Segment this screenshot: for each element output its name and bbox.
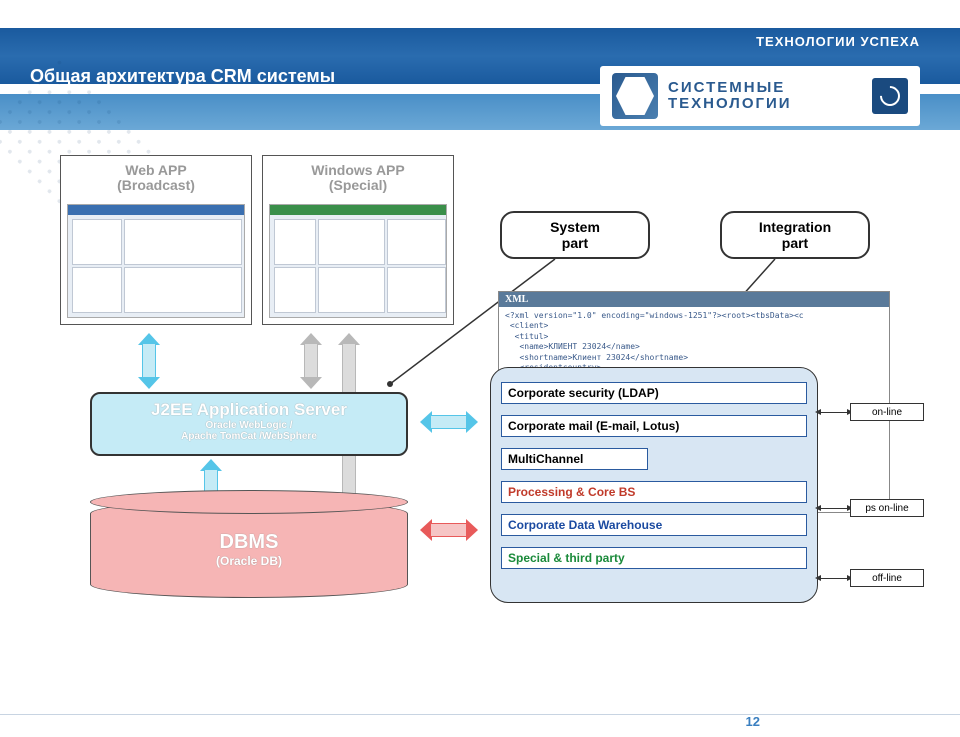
arrow-dbms-to-integration: [420, 519, 478, 541]
dbms-title: DBMS: [220, 531, 279, 554]
web-app-subtitle: (Broadcast): [61, 178, 251, 193]
logo-line2: ТЕХНОЛОГИИ: [668, 96, 792, 113]
integration-item-warehouse: Corporate Data Warehouse: [501, 514, 807, 536]
integration-part-label: Integration part: [759, 219, 831, 251]
mode-connector-offline: [820, 578, 848, 579]
company-logo: СИСТЕМНЫЕ ТЕХНОЛОГИИ: [600, 66, 920, 126]
logo-mark-icon: [612, 73, 658, 119]
mode-connector-online: [820, 412, 848, 413]
integration-part-callout: Integration part: [720, 211, 870, 259]
windows-app-header: Windows APP (Special): [263, 156, 453, 200]
j2ee-title: J2EE Application Server: [92, 400, 406, 420]
slide-title: Общая архитектура CRM системы: [30, 66, 335, 87]
footer-divider: [0, 714, 960, 715]
integration-item-processing: Processing & Core BS: [501, 481, 807, 503]
web-app-title: Web APP: [61, 163, 251, 178]
arrow-j2ee-to-integration: [420, 411, 478, 433]
mode-online: on-line: [850, 403, 924, 421]
dbms-cylinder: DBMS (Oracle DB): [90, 500, 408, 598]
web-app-box: Web APP (Broadcast): [60, 155, 252, 325]
logo-badge-icon: [872, 78, 908, 114]
mode-ps-online: ps on-line: [850, 499, 924, 517]
slide-header: ТЕХНОЛОГИИ УСПЕХА СИСТЕМНЫЕ ТЕХНОЛОГИИ О…: [0, 0, 960, 140]
integration-item-ldap: Corporate security (LDAP): [501, 382, 807, 404]
logo-line1: СИСТЕМНЫЕ: [668, 80, 792, 97]
page-number: 12: [746, 714, 760, 729]
mode-offline: off-line: [850, 569, 924, 587]
arrow-win-to-j2ee: [300, 333, 322, 389]
mode-connector-psonline: [820, 508, 848, 509]
arrow-web-to-j2ee: [138, 333, 160, 389]
integration-item-multichannel: MultiChannel: [501, 448, 648, 470]
logo-text: СИСТЕМНЫЕ ТЕХНОЛОГИИ: [668, 80, 792, 113]
j2ee-subtitle: Oracle WebLogic / Apache TomCat /WebSphe…: [92, 420, 406, 442]
j2ee-server-box: J2EE Application Server Oracle WebLogic …: [90, 392, 408, 456]
integration-item-thirdparty: Special & third party: [501, 547, 807, 569]
xml-title: XML: [499, 292, 889, 307]
web-app-header: Web APP (Broadcast): [61, 156, 251, 200]
dbms-subtitle: (Oracle DB): [216, 554, 282, 568]
system-part-callout: System part: [500, 211, 650, 259]
diagram-canvas: Web APP (Broadcast) Windows APP (Special…: [0, 155, 960, 737]
tagline: ТЕХНОЛОГИИ УСПЕХА: [756, 34, 920, 49]
system-part-label: System part: [550, 219, 600, 251]
windows-app-title: Windows APP: [263, 163, 453, 178]
windows-app-subtitle: (Special): [263, 178, 453, 193]
integration-item-mail: Corporate mail (E-mail, Lotus): [501, 415, 807, 437]
web-app-screenshot: [67, 204, 245, 318]
integration-panel: Corporate security (LDAP) Corporate mail…: [490, 367, 818, 603]
